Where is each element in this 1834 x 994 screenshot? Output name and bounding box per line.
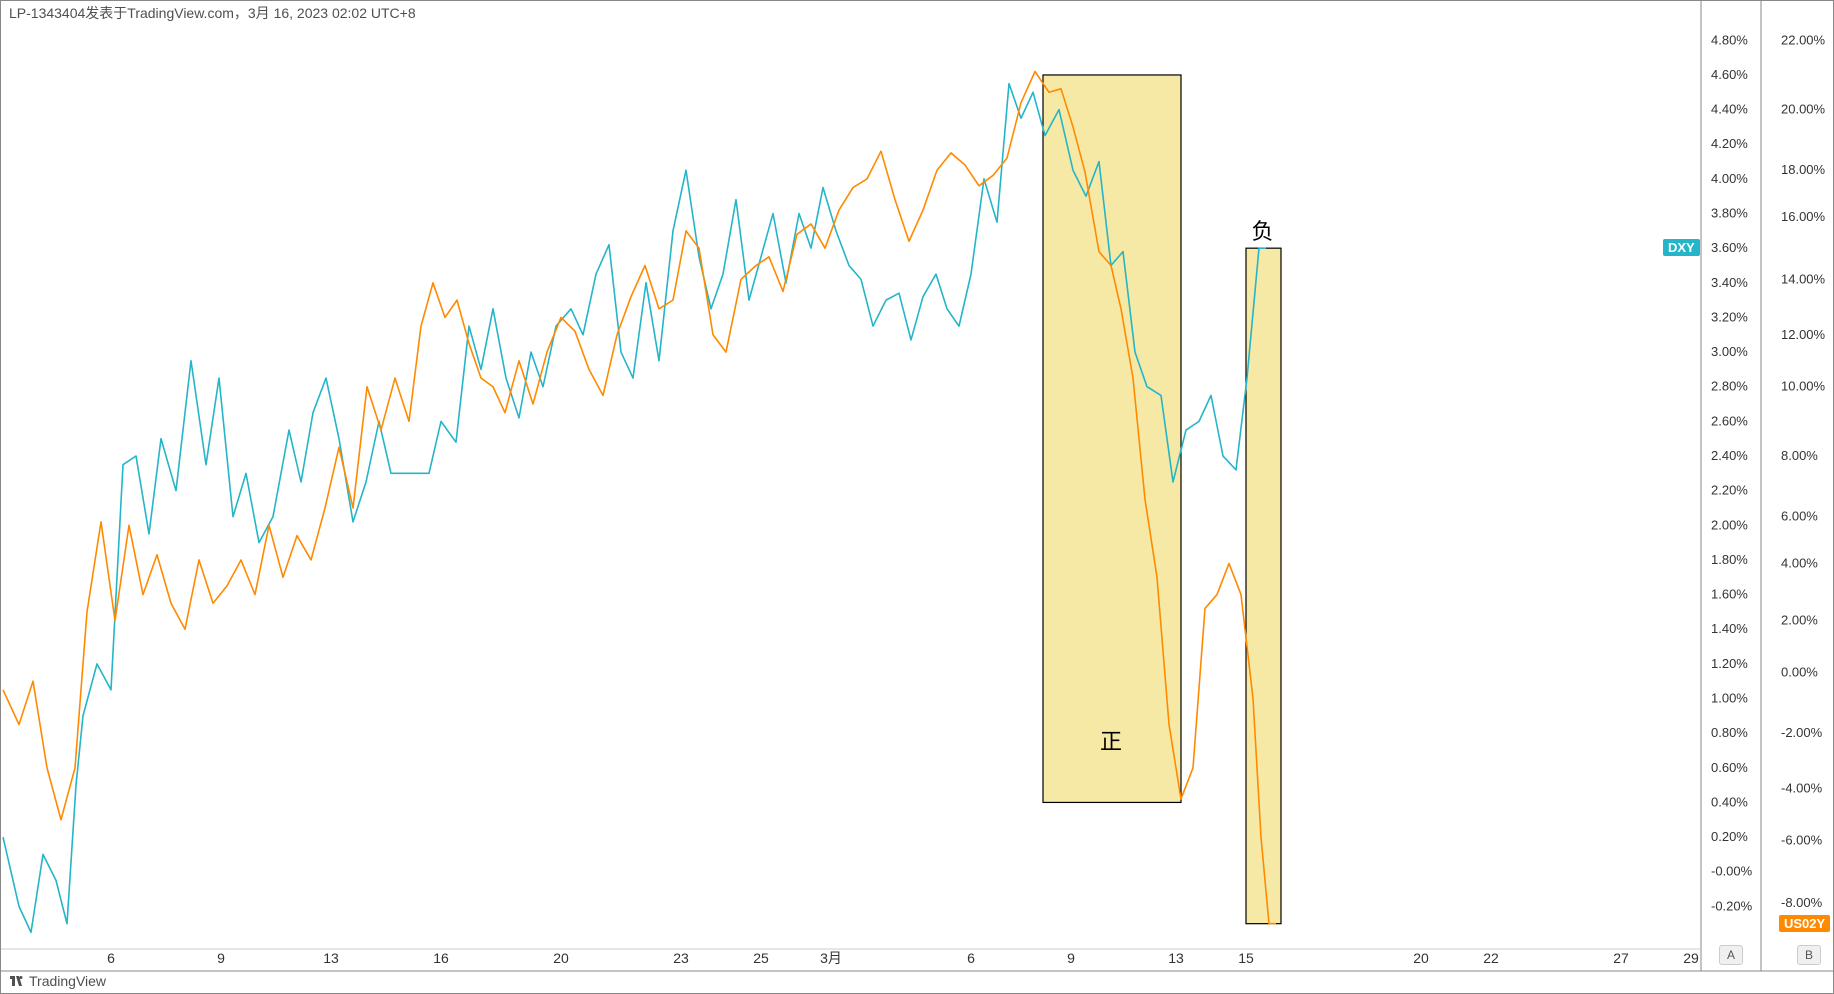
svg-text:2.80%: 2.80% xyxy=(1711,379,1748,394)
svg-text:10.00%: 10.00% xyxy=(1781,379,1826,394)
svg-text:12.00%: 12.00% xyxy=(1781,327,1826,342)
svg-text:-4.00%: -4.00% xyxy=(1781,781,1823,796)
svg-text:2.40%: 2.40% xyxy=(1711,448,1748,463)
svg-text:2.00%: 2.00% xyxy=(1781,613,1818,628)
svg-text:13: 13 xyxy=(323,950,339,966)
svg-text:9: 9 xyxy=(217,950,225,966)
svg-text:6: 6 xyxy=(967,950,975,966)
badge-us02y: US02Y xyxy=(1779,915,1830,932)
svg-text:18.00%: 18.00% xyxy=(1781,162,1826,177)
svg-text:16: 16 xyxy=(433,950,449,966)
svg-text:0.20%: 0.20% xyxy=(1711,829,1748,844)
svg-text:-8.00%: -8.00% xyxy=(1781,895,1823,910)
svg-text:1.20%: 1.20% xyxy=(1711,656,1748,671)
svg-text:1.80%: 1.80% xyxy=(1711,552,1748,567)
svg-text:9: 9 xyxy=(1067,950,1075,966)
svg-text:22.00%: 22.00% xyxy=(1781,32,1826,47)
header-text: LP-1343404发表于TradingView.com，3月 16, 2023… xyxy=(9,3,416,23)
svg-text:3月: 3月 xyxy=(820,950,842,966)
svg-text:0.80%: 0.80% xyxy=(1711,725,1748,740)
axis-button-b[interactable]: B xyxy=(1797,945,1821,965)
svg-text:22: 22 xyxy=(1483,950,1499,966)
svg-text:2.20%: 2.20% xyxy=(1711,483,1748,498)
svg-text:23: 23 xyxy=(673,950,689,966)
svg-text:6.00%: 6.00% xyxy=(1781,509,1818,524)
svg-text:2.60%: 2.60% xyxy=(1711,413,1748,428)
annotation-zheng: 正 xyxy=(1100,724,1122,756)
chart-wrapper: LP-1343404发表于TradingView.com，3月 16, 2023… xyxy=(0,0,1834,994)
svg-text:4.80%: 4.80% xyxy=(1711,32,1748,47)
svg-text:4.00%: 4.00% xyxy=(1781,555,1818,570)
svg-text:4.60%: 4.60% xyxy=(1711,67,1748,82)
svg-text:16.00%: 16.00% xyxy=(1781,209,1826,224)
svg-text:13: 13 xyxy=(1168,950,1184,966)
svg-text:29: 29 xyxy=(1683,950,1699,966)
footer: TradingView xyxy=(9,973,106,989)
chart-svg: 6 9 13 16 20 23 25 3月 6 9 13 15 20 22 27 29 4.80% 4.60% 4.… xyxy=(1,1,1834,994)
svg-text:20: 20 xyxy=(553,950,569,966)
svg-text:27: 27 xyxy=(1613,950,1629,966)
svg-text:1.40%: 1.40% xyxy=(1711,621,1748,636)
svg-text:4.40%: 4.40% xyxy=(1711,102,1748,117)
svg-text:-0.00%: -0.00% xyxy=(1711,864,1753,879)
svg-text:6: 6 xyxy=(107,950,115,966)
svg-text:3.80%: 3.80% xyxy=(1711,206,1748,221)
svg-text:-0.20%: -0.20% xyxy=(1711,898,1753,913)
svg-text:14.00%: 14.00% xyxy=(1781,271,1826,286)
chart-area[interactable]: 6 9 13 16 20 23 25 3月 6 9 13 15 20 22 27 29 4.80% 4.60% 4.… xyxy=(1,1,1833,993)
svg-text:0.60%: 0.60% xyxy=(1711,760,1748,775)
svg-text:15: 15 xyxy=(1238,950,1254,966)
svg-text:3.40%: 3.40% xyxy=(1711,275,1748,290)
badge-dxy: DXY xyxy=(1663,239,1700,256)
svg-text:3.60%: 3.60% xyxy=(1711,240,1748,255)
svg-text:3.00%: 3.00% xyxy=(1711,344,1748,359)
tradingview-logo-icon xyxy=(9,973,25,989)
svg-text:0.00%: 0.00% xyxy=(1781,665,1818,680)
footer-text: TradingView xyxy=(29,973,106,989)
svg-text:4.20%: 4.20% xyxy=(1711,136,1748,151)
svg-text:20: 20 xyxy=(1413,950,1429,966)
svg-text:4.00%: 4.00% xyxy=(1711,171,1748,186)
svg-text:2.00%: 2.00% xyxy=(1711,517,1748,532)
annotation-fu: 负 xyxy=(1252,214,1274,246)
svg-text:20.00%: 20.00% xyxy=(1781,102,1826,117)
svg-text:1.00%: 1.00% xyxy=(1711,691,1748,706)
svg-text:25: 25 xyxy=(753,950,769,966)
svg-text:1.60%: 1.60% xyxy=(1711,587,1748,602)
axis-button-a[interactable]: A xyxy=(1719,945,1743,965)
svg-text:-6.00%: -6.00% xyxy=(1781,833,1823,848)
svg-text:3.20%: 3.20% xyxy=(1711,309,1748,324)
svg-text:-2.00%: -2.00% xyxy=(1781,725,1823,740)
svg-text:0.40%: 0.40% xyxy=(1711,794,1748,809)
svg-text:8.00%: 8.00% xyxy=(1781,448,1818,463)
